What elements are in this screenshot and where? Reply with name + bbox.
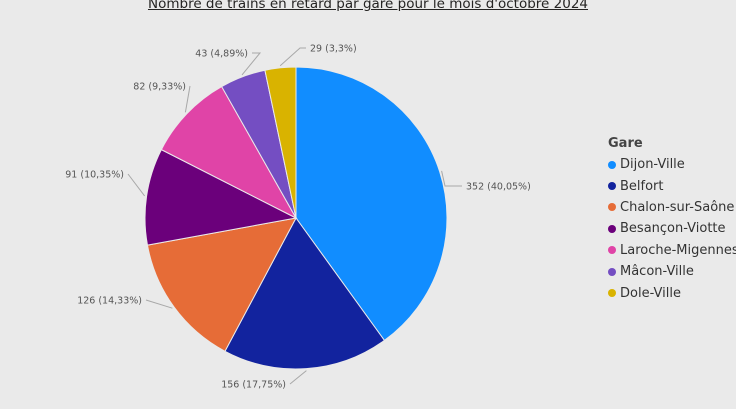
data-label-dijon-ville: 352 (40,05%): [466, 182, 531, 193]
slice-chalon-sur-saone[interactable]: [146, 217, 297, 352]
legend-item-besancon-viotte[interactable]: Besançon-Viotte: [608, 218, 736, 239]
leader-line-dole-ville: [279, 47, 306, 67]
legend-label: Mâcon-Ville: [620, 264, 694, 280]
data-label-belfort: 156 (17,75%): [221, 380, 286, 391]
data-label-besancon-viotte: 91 (10,35%): [65, 170, 124, 181]
legend-title: Gare: [608, 136, 643, 151]
data-label-laroche-migennes: 82 (9,33%): [133, 82, 186, 93]
slice-besancon-viotte[interactable]: [144, 148, 298, 246]
legend-dot-icon: [608, 224, 616, 233]
legend: Gare Dijon-Ville Belfort Chalon-sur-Saône B…: [608, 136, 736, 304]
leader-line-laroche-migennes: [184, 85, 191, 113]
legend-label: Besançon-Viotte: [620, 221, 726, 237]
data-labels: 352 (40,05%) 156 (17,75%) 126 (14,33%) 91 (…: [65, 44, 531, 391]
legend-item-belfort[interactable]: Belfort: [608, 175, 736, 196]
legend-dot-icon: [608, 246, 616, 255]
legend-item-chalon-sur-saone[interactable]: Chalon-sur-Saône: [608, 197, 736, 218]
slice-dijon-ville[interactable]: [295, 66, 448, 342]
leader-line-chalon-sur-saone: [145, 299, 173, 309]
legend-dot-icon: [608, 267, 616, 276]
pie-slices: [144, 66, 448, 370]
data-label-chalon-sur-saone: 126 (14,33%): [77, 296, 142, 307]
legend-label: Laroche-Migennes: [620, 242, 736, 258]
legend-item-laroche-migennes[interactable]: Laroche-Migennes: [608, 240, 736, 261]
leader-line-besancon-viotte: [127, 173, 145, 197]
legend-dot-icon: [608, 182, 616, 191]
legend-label: Chalon-sur-Saône: [620, 199, 735, 215]
data-label-dole-ville: 29 (3,3%): [310, 44, 357, 55]
legend-label: Dijon-Ville: [620, 157, 685, 173]
data-label-macon-ville: 43 (4,89%): [195, 49, 248, 60]
leader-lines: [127, 47, 462, 385]
chart-title: Nombre de trains en retard par gare pour…: [147, 0, 589, 12]
slice-dole-ville[interactable]: [264, 66, 297, 219]
legend-dot-icon: [608, 160, 616, 169]
legend-item-macon-ville[interactable]: Mâcon-Ville: [608, 261, 736, 282]
legend-dot-icon: [608, 289, 616, 298]
legend-label: Belfort: [620, 178, 664, 194]
slice-laroche-migennes[interactable]: [160, 85, 298, 220]
slice-belfort[interactable]: [224, 217, 386, 370]
leader-line-dijon-ville: [441, 170, 462, 187]
legend-items: Dijon-Ville Belfort Chalon-sur-Saône Besanç…: [608, 154, 736, 304]
legend-item-dijon-ville[interactable]: Dijon-Ville: [608, 154, 736, 175]
legend-dot-icon: [608, 203, 616, 212]
leader-line-belfort: [289, 370, 307, 385]
leader-line-macon-ville: [241, 52, 262, 76]
legend-item-dole-ville[interactable]: Dole-Ville: [608, 282, 736, 303]
legend-label: Dole-Ville: [620, 285, 681, 301]
